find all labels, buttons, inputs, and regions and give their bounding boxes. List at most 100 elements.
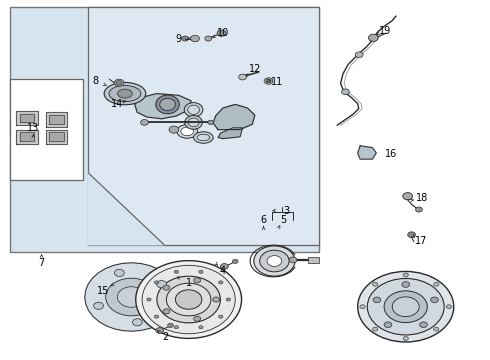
Bar bbox=[10, 7, 318, 252]
Circle shape bbox=[384, 322, 392, 328]
Circle shape bbox=[141, 120, 148, 125]
Circle shape bbox=[136, 261, 242, 338]
Circle shape bbox=[219, 281, 223, 284]
Polygon shape bbox=[49, 115, 64, 124]
Circle shape bbox=[217, 30, 226, 36]
Circle shape bbox=[156, 328, 164, 333]
Text: 11: 11 bbox=[270, 77, 283, 87]
Ellipse shape bbox=[177, 125, 197, 138]
Circle shape bbox=[115, 269, 124, 276]
Circle shape bbox=[175, 290, 202, 309]
Circle shape bbox=[205, 36, 212, 41]
Circle shape bbox=[360, 305, 365, 309]
Circle shape bbox=[355, 52, 363, 58]
Text: 5: 5 bbox=[280, 215, 286, 225]
Bar bbox=[88, 7, 318, 245]
Bar bbox=[308, 257, 319, 263]
Text: 15: 15 bbox=[97, 286, 109, 296]
Text: 10: 10 bbox=[217, 28, 229, 38]
Circle shape bbox=[416, 207, 422, 212]
Circle shape bbox=[419, 322, 427, 328]
Ellipse shape bbox=[188, 105, 199, 114]
Circle shape bbox=[174, 326, 178, 329]
Polygon shape bbox=[49, 132, 64, 141]
Ellipse shape bbox=[184, 103, 203, 117]
Bar bbox=[10, 79, 83, 180]
Ellipse shape bbox=[156, 95, 179, 114]
Circle shape bbox=[260, 250, 289, 272]
Circle shape bbox=[342, 89, 349, 95]
Circle shape bbox=[154, 315, 159, 318]
Circle shape bbox=[199, 270, 203, 273]
Circle shape bbox=[163, 285, 170, 290]
Circle shape bbox=[267, 256, 282, 266]
Text: 6: 6 bbox=[261, 215, 267, 225]
Circle shape bbox=[372, 327, 378, 331]
Circle shape bbox=[154, 281, 159, 284]
Circle shape bbox=[372, 282, 378, 286]
Polygon shape bbox=[213, 104, 255, 130]
Circle shape bbox=[446, 305, 452, 309]
Polygon shape bbox=[16, 130, 38, 144]
Circle shape bbox=[264, 78, 273, 84]
Circle shape bbox=[213, 297, 220, 302]
Circle shape bbox=[157, 280, 167, 288]
Ellipse shape bbox=[181, 127, 194, 136]
Text: 13: 13 bbox=[27, 123, 39, 133]
Circle shape bbox=[368, 34, 378, 41]
Polygon shape bbox=[88, 173, 164, 245]
Circle shape bbox=[199, 326, 203, 329]
Circle shape bbox=[118, 287, 146, 307]
Circle shape bbox=[167, 283, 211, 316]
Circle shape bbox=[169, 126, 179, 133]
Circle shape bbox=[403, 193, 413, 200]
Text: 14: 14 bbox=[110, 99, 122, 109]
Circle shape bbox=[106, 278, 157, 316]
Circle shape bbox=[114, 79, 124, 86]
Circle shape bbox=[142, 265, 235, 334]
Text: 16: 16 bbox=[385, 149, 397, 159]
Text: 3: 3 bbox=[284, 206, 290, 216]
Circle shape bbox=[254, 246, 295, 276]
Circle shape bbox=[174, 270, 178, 273]
Circle shape bbox=[434, 282, 439, 286]
Text: 1: 1 bbox=[186, 278, 192, 288]
Circle shape bbox=[402, 282, 410, 287]
Circle shape bbox=[289, 257, 297, 263]
Polygon shape bbox=[20, 114, 34, 122]
Circle shape bbox=[358, 271, 454, 342]
Circle shape bbox=[368, 279, 444, 335]
Text: 18: 18 bbox=[416, 193, 428, 203]
Circle shape bbox=[373, 297, 381, 303]
Circle shape bbox=[147, 298, 151, 301]
Text: 8: 8 bbox=[93, 76, 98, 86]
Circle shape bbox=[403, 337, 408, 341]
Ellipse shape bbox=[194, 132, 213, 143]
Circle shape bbox=[208, 120, 214, 125]
Circle shape bbox=[403, 273, 408, 277]
Circle shape bbox=[232, 259, 238, 264]
Circle shape bbox=[384, 291, 427, 323]
Text: 4: 4 bbox=[220, 266, 226, 276]
Circle shape bbox=[392, 297, 419, 316]
Polygon shape bbox=[85, 263, 177, 331]
Polygon shape bbox=[16, 111, 38, 125]
Text: 12: 12 bbox=[248, 64, 261, 74]
Circle shape bbox=[157, 276, 220, 323]
Polygon shape bbox=[135, 94, 191, 119]
Polygon shape bbox=[218, 128, 243, 139]
Circle shape bbox=[194, 316, 200, 321]
Ellipse shape bbox=[160, 98, 175, 111]
Ellipse shape bbox=[197, 134, 210, 141]
Circle shape bbox=[220, 264, 228, 269]
Circle shape bbox=[194, 278, 200, 283]
Circle shape bbox=[431, 297, 439, 303]
Text: 9: 9 bbox=[176, 33, 182, 44]
Text: 17: 17 bbox=[415, 236, 428, 246]
Circle shape bbox=[132, 319, 142, 326]
Circle shape bbox=[168, 323, 173, 328]
Ellipse shape bbox=[188, 118, 199, 127]
Circle shape bbox=[94, 302, 103, 309]
Circle shape bbox=[239, 74, 246, 80]
Ellipse shape bbox=[104, 82, 146, 105]
